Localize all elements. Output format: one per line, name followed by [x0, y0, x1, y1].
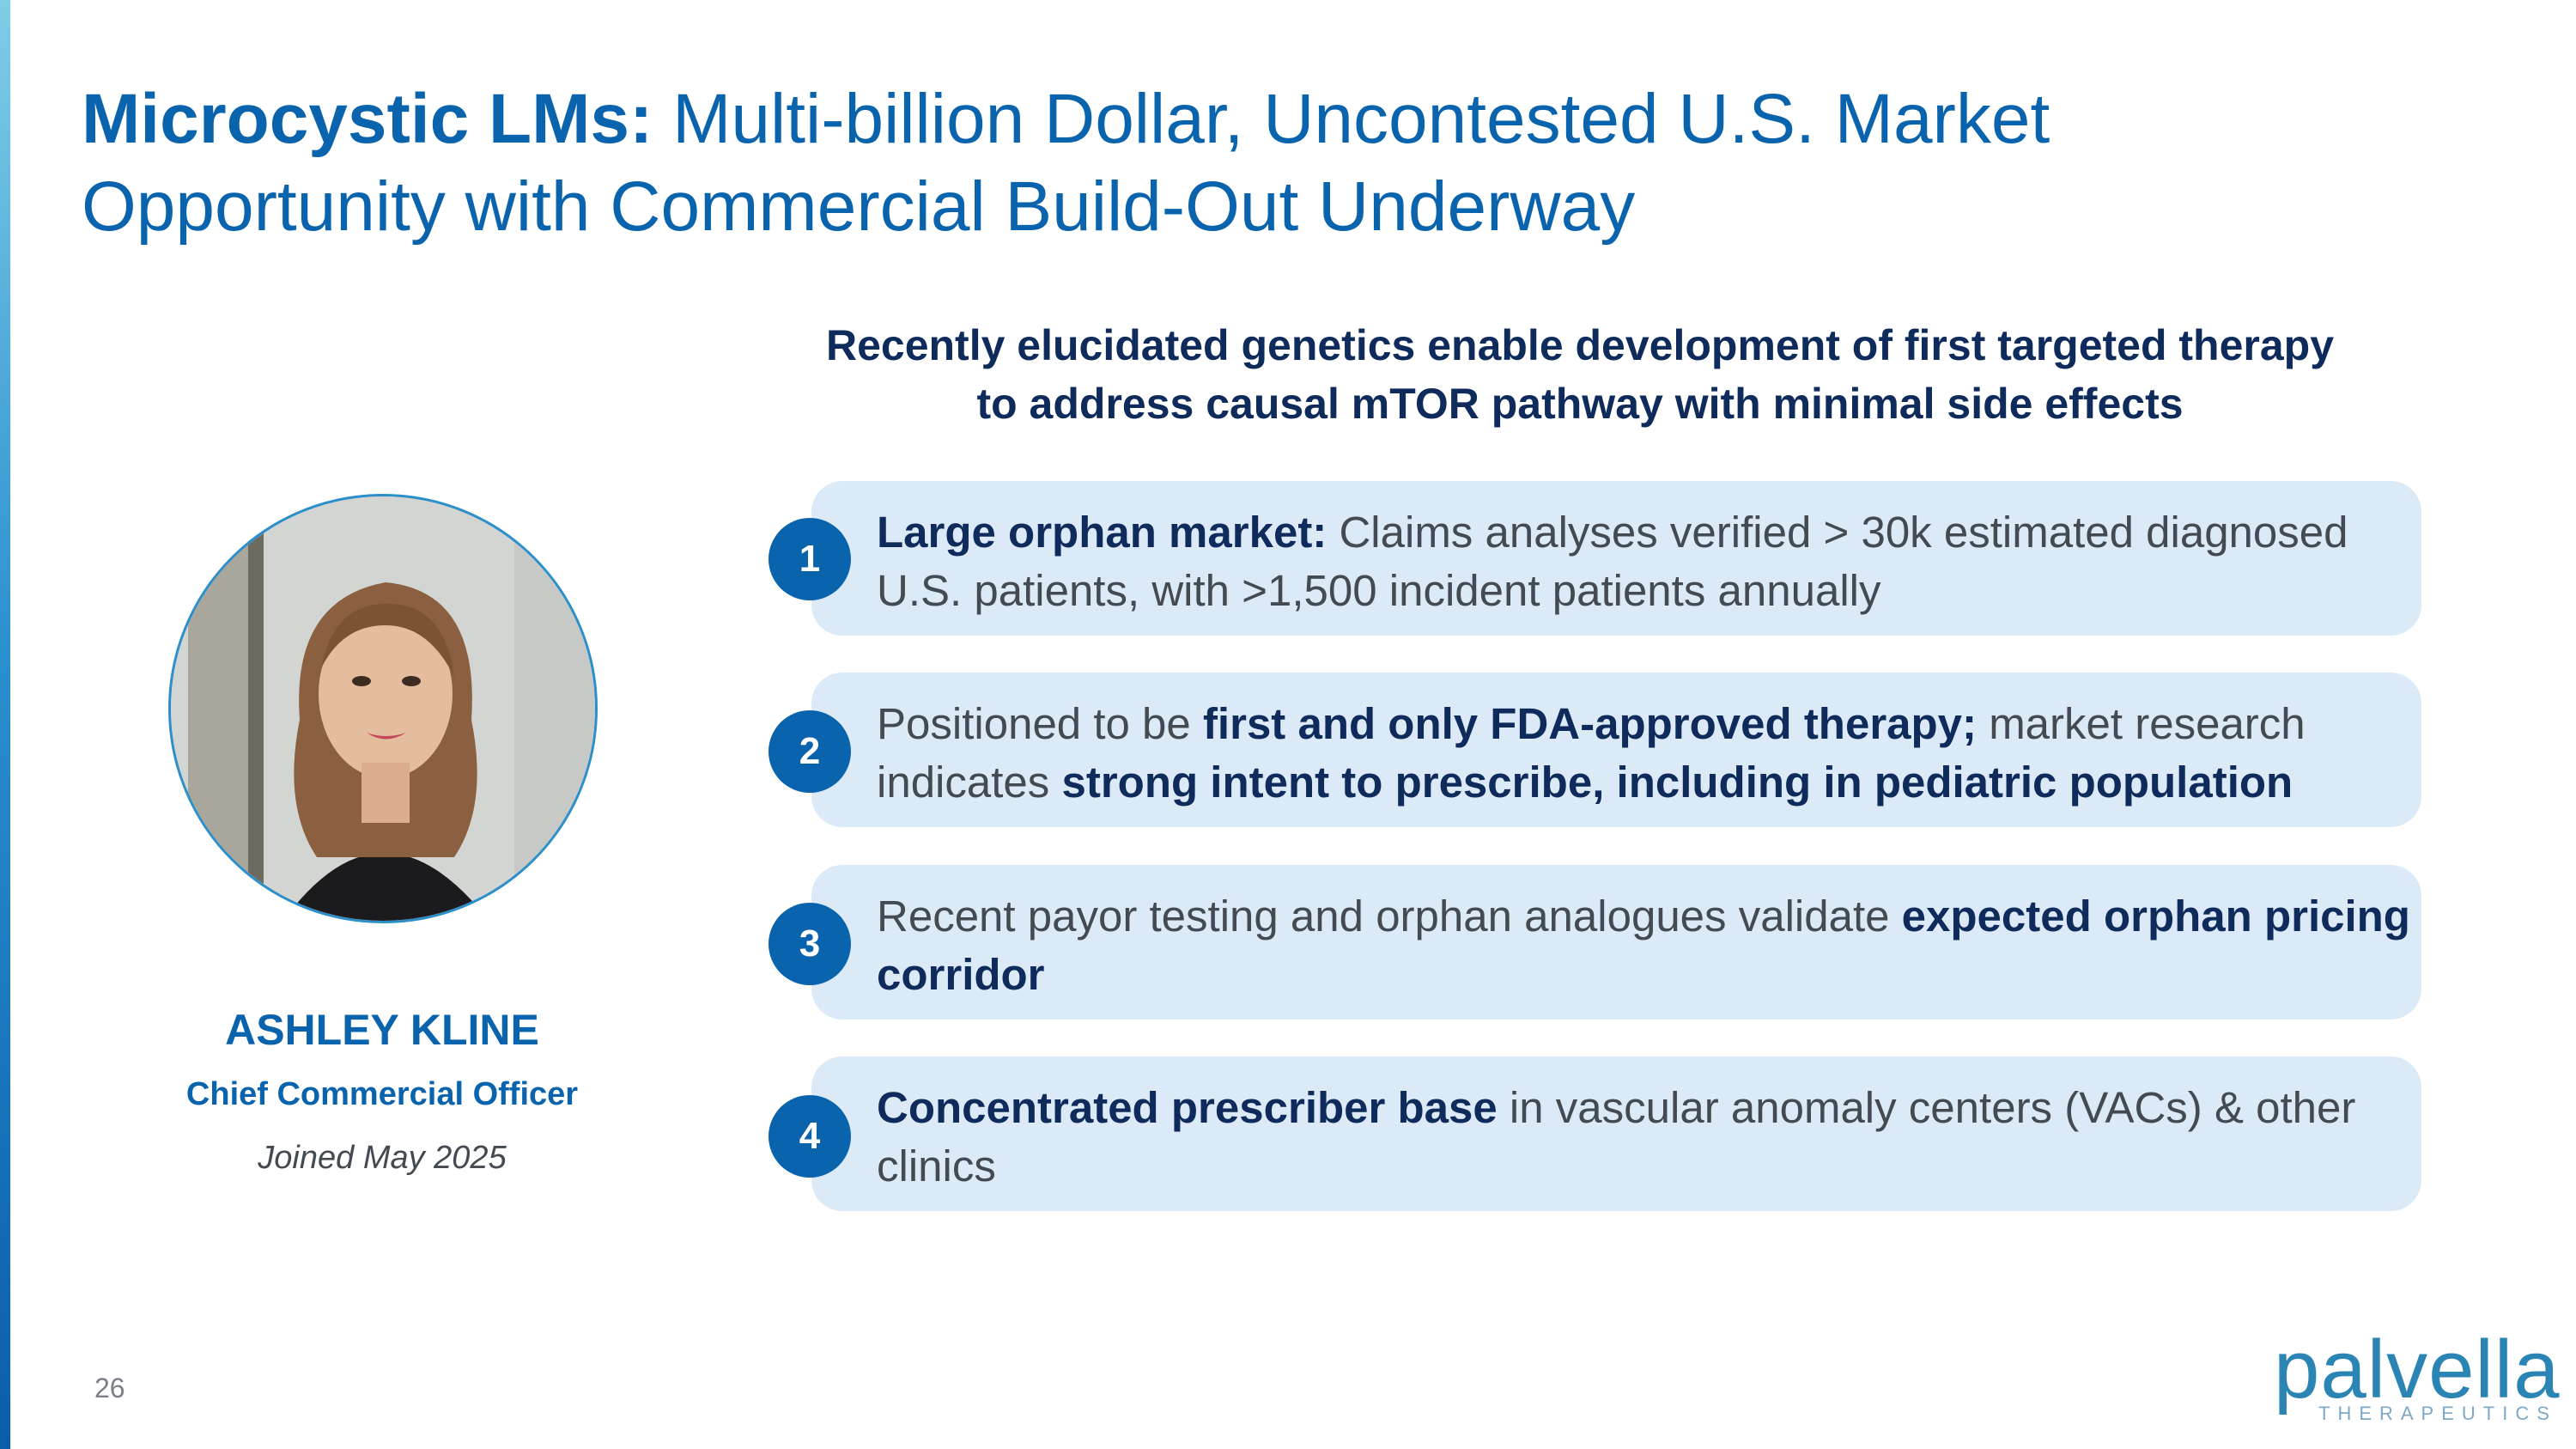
point-segment: Recent payor testing and orphan analogue… — [877, 892, 1902, 941]
person-joined-date: Joined May 2025 — [258, 1140, 507, 1176]
slide-title: Microcystic LMs: Multi-billion Dollar, U… — [82, 76, 2469, 251]
accent-bar — [0, 0, 10, 1449]
point-number-badge-4: 4 — [769, 1095, 851, 1178]
person-photo — [168, 494, 598, 923]
point-segment: Large orphan market: — [877, 508, 1327, 557]
point-text-4: Concentrated prescriber base in vascular… — [877, 1079, 2414, 1196]
point-number-badge-2: 2 — [769, 710, 851, 793]
logo-subtitle: THERAPEUTICS — [2318, 1403, 2557, 1424]
point-card-2: Positioned to be first and only FDA-appr… — [811, 673, 2421, 827]
person-name: ASHLEY KLINE — [225, 1006, 539, 1054]
point-segment: market research indicates — [877, 699, 2306, 807]
tagline-line2: to address causal mTOR pathway with mini… — [976, 380, 2184, 428]
point-segment: in vascular anomaly centers (VACs) & oth… — [877, 1083, 2356, 1190]
point-text-1: Large orphan market: Claims analyses ver… — [877, 503, 2414, 620]
point-number-badge-1: 1 — [769, 518, 851, 600]
person-role: Chief Commercial Officer — [185, 1076, 579, 1112]
title-line2: Opportunity with Commercial Build-Out Un… — [82, 167, 1636, 246]
title-bold: Microcystic LMs: — [82, 80, 653, 158]
point-number-badge-3: 3 — [769, 903, 851, 985]
point-card-3: Recent payor testing and orphan analogue… — [811, 865, 2421, 1020]
logo-wordmark: palvella — [2274, 1324, 2561, 1416]
point-card-4: Concentrated prescriber base in vascular… — [811, 1056, 2421, 1211]
company-logo: palvella THERAPEUTICS — [2267, 1327, 2560, 1430]
tagline-line1: Recently elucidated genetics enable deve… — [825, 321, 2335, 369]
point-segment: Positioned to be — [877, 699, 1203, 748]
point-text-3: Recent payor testing and orphan analogue… — [877, 887, 2414, 1004]
person-photo-icon — [171, 496, 595, 921]
point-segment: strong intent to prescribe, including in… — [1061, 758, 2293, 807]
page-number: 26 — [94, 1373, 125, 1403]
point-card-1: Large orphan market: Claims analyses ver… — [811, 481, 2421, 636]
point-segment: Claims analyses verified > 30k estimated… — [877, 508, 2348, 615]
point-segment: Concentrated prescriber base — [877, 1083, 1498, 1132]
title-line1-rest: Multi-billion Dollar, Uncontested U.S. M… — [653, 80, 2050, 158]
tagline: Recently elucidated genetics enable deve… — [721, 316, 2439, 433]
point-segment: expected orphan pricing corridor — [877, 892, 2410, 999]
point-segment: first and only FDA-approved therapy; — [1202, 699, 1978, 748]
point-text-2: Positioned to be first and only FDA-appr… — [877, 695, 2414, 812]
